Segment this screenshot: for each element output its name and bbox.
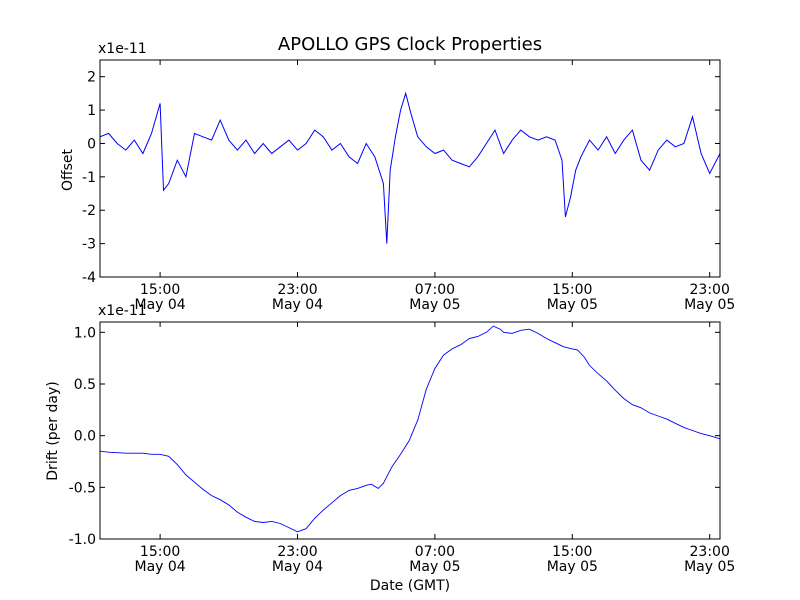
drift-xtick-date: May 04 bbox=[272, 559, 323, 575]
drift-xtick-date: May 05 bbox=[409, 559, 460, 575]
offset-xtick-date: May 05 bbox=[547, 297, 598, 313]
drift-xtick-date: May 04 bbox=[135, 559, 186, 575]
offset-ytick-label: -3 bbox=[82, 237, 96, 253]
drift-ytick-label: 1.0 bbox=[74, 325, 96, 341]
drift-panel: Drift (per day) x1e-11 -1.0 -0.5 0.0 0.5 1.0… bbox=[45, 303, 735, 575]
chart-title: APOLLO GPS Clock Properties bbox=[278, 34, 542, 55]
drift-series-line bbox=[100, 325, 720, 533]
drift-ytick-label: 0.0 bbox=[74, 429, 96, 445]
drift-axes-frame bbox=[99, 321, 721, 540]
offset-axes-frame bbox=[99, 59, 721, 278]
offset-multiplier: x1e-11 bbox=[98, 41, 147, 57]
drift-ytick-label: 0.5 bbox=[74, 377, 96, 393]
drift-ytick-label: -1.0 bbox=[69, 532, 96, 548]
offset-xtick-date: May 04 bbox=[135, 297, 186, 313]
offset-xtick-date: May 05 bbox=[409, 297, 460, 313]
offset-xtick-time: 23:00 bbox=[690, 282, 730, 298]
drift-xtick-time: 15:00 bbox=[552, 544, 592, 560]
offset-ytick-label: -2 bbox=[82, 203, 96, 219]
offset-series-line bbox=[100, 91, 720, 244]
offset-ytick-label: 0 bbox=[87, 136, 96, 152]
offset-xtick-time: 23:00 bbox=[277, 282, 317, 298]
offset-xtick-date: May 04 bbox=[272, 297, 323, 313]
drift-xtick-time: 15:00 bbox=[140, 544, 180, 560]
drift-xtick-date: May 05 bbox=[547, 559, 598, 575]
offset-xtick-date: May 05 bbox=[684, 297, 735, 313]
drift-ytick-label: -0.5 bbox=[69, 480, 96, 496]
drift-xtick-time: 23:00 bbox=[690, 544, 730, 560]
offset-ytick-label: -4 bbox=[82, 270, 96, 286]
offset-ytick-label: -1 bbox=[82, 170, 96, 186]
offset-xtick-time: 15:00 bbox=[140, 282, 180, 298]
offset-ylabel: Offset bbox=[60, 148, 76, 191]
offset-ytick-label: 2 bbox=[87, 70, 96, 86]
drift-ylabel: Drift (per day) bbox=[45, 381, 61, 480]
drift-xtick-date: May 05 bbox=[684, 559, 735, 575]
drift-xtick-time: 07:00 bbox=[415, 544, 455, 560]
drift-xtick-time: 23:00 bbox=[277, 544, 317, 560]
drift-multiplier: x1e-11 bbox=[98, 303, 147, 319]
offset-xtick-time: 07:00 bbox=[415, 282, 455, 298]
offset-xtick-time: 15:00 bbox=[552, 282, 592, 298]
x-axis-label: Date (GMT) bbox=[370, 578, 450, 594]
offset-ytick-label: 1 bbox=[87, 103, 96, 119]
